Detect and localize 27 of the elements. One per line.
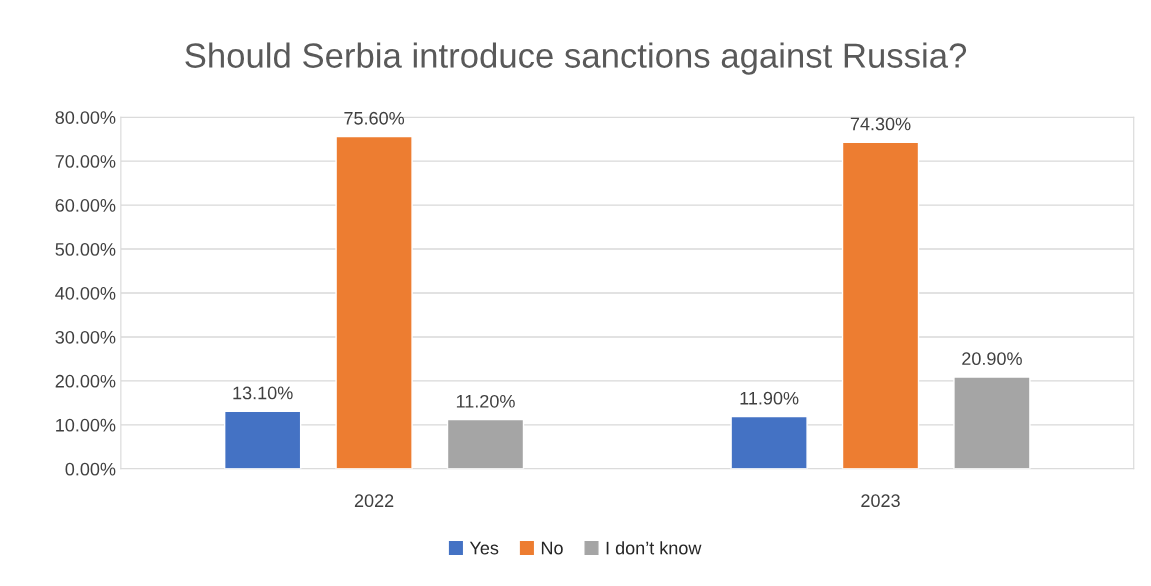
bar xyxy=(953,376,1031,469)
x-tick-label: 2022 xyxy=(354,494,394,508)
y-tick-label: 30.00% xyxy=(55,330,116,344)
legend-label: No xyxy=(541,541,563,555)
y-tick-label: 50.00% xyxy=(55,242,116,256)
x-tick-label: 2023 xyxy=(861,494,900,508)
bar xyxy=(730,415,808,469)
y-tick-label: 80.00% xyxy=(55,111,116,124)
data-label: 20.90% xyxy=(962,352,1022,366)
y-tick-label: 10.00% xyxy=(56,418,116,432)
data-label: 11.20% xyxy=(456,394,515,408)
y-tick-label: 0.00% xyxy=(65,462,116,476)
y-tick-label: 20.00% xyxy=(55,374,116,388)
bar xyxy=(446,418,525,469)
bar xyxy=(223,410,302,469)
y-tick-label: 40.00% xyxy=(55,286,116,300)
data-label: 75.60% xyxy=(344,111,405,125)
y-tick-label: 70.00% xyxy=(55,155,116,168)
chart-title: Should Serbia introduce sanctions against Russia? xyxy=(185,42,967,75)
legend-label: Yes xyxy=(469,541,499,555)
legend-label: I don’t know xyxy=(606,541,702,555)
bar xyxy=(335,135,413,469)
y-tick-label: 60.00% xyxy=(55,199,116,212)
data-label: 11.90% xyxy=(740,391,799,405)
data-label: 13.10% xyxy=(233,386,293,400)
data-label: 74.30% xyxy=(850,117,911,131)
bar xyxy=(841,141,920,469)
